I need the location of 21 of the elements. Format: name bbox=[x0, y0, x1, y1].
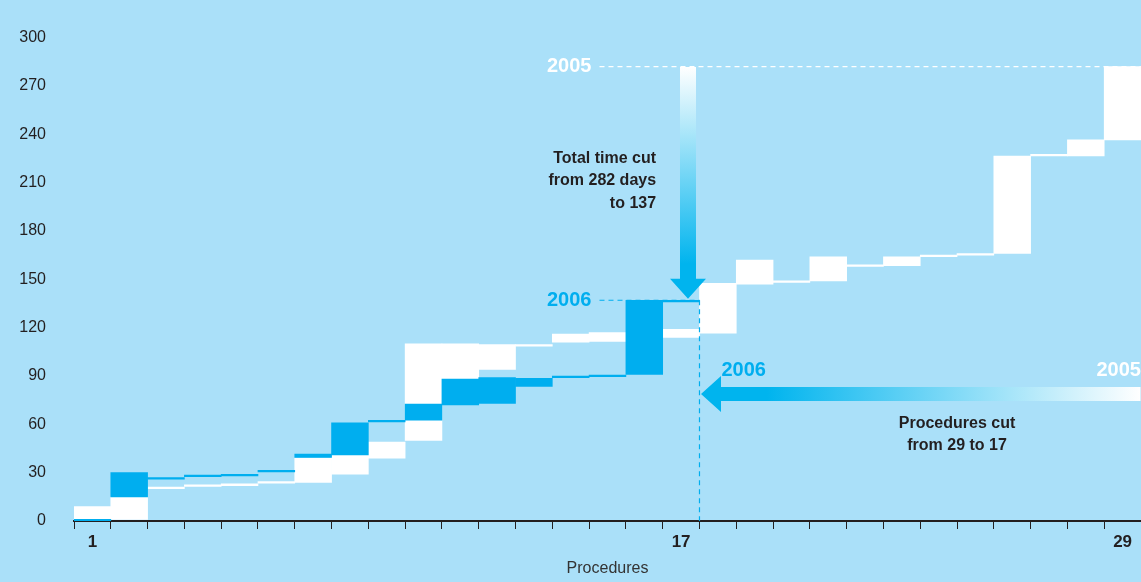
y-tick-label: 90 bbox=[28, 366, 47, 384]
x-tick-label: 1 bbox=[87, 531, 98, 551]
annotation: Total time cut from 282 days to 137 bbox=[548, 148, 657, 211]
y-tick-label: 150 bbox=[19, 269, 47, 287]
y-tick-label: 0 bbox=[37, 511, 47, 529]
y-tick-label: 180 bbox=[19, 221, 47, 239]
x-tick-label: 17 bbox=[671, 531, 691, 551]
y-tick-label: 300 bbox=[19, 28, 47, 46]
y-tick-label: 210 bbox=[19, 173, 47, 191]
y-tick-label: 240 bbox=[19, 124, 47, 142]
y-tick-label: 120 bbox=[19, 318, 47, 336]
y-tick-label: 30 bbox=[28, 463, 47, 481]
x-axis-title: Procedures bbox=[566, 558, 649, 576]
annotation: Procedures cut from 29 to 17 bbox=[898, 413, 1016, 454]
annotation: 2005 bbox=[546, 54, 592, 77]
annotation: 2006 bbox=[546, 287, 592, 310]
y-tick-label: 270 bbox=[19, 76, 47, 94]
x-tick-label: 29 bbox=[1113, 531, 1133, 551]
annotation: 2005 bbox=[1096, 358, 1141, 381]
annotation: 2006 bbox=[721, 358, 766, 381]
y-tick-label: 60 bbox=[28, 414, 47, 432]
